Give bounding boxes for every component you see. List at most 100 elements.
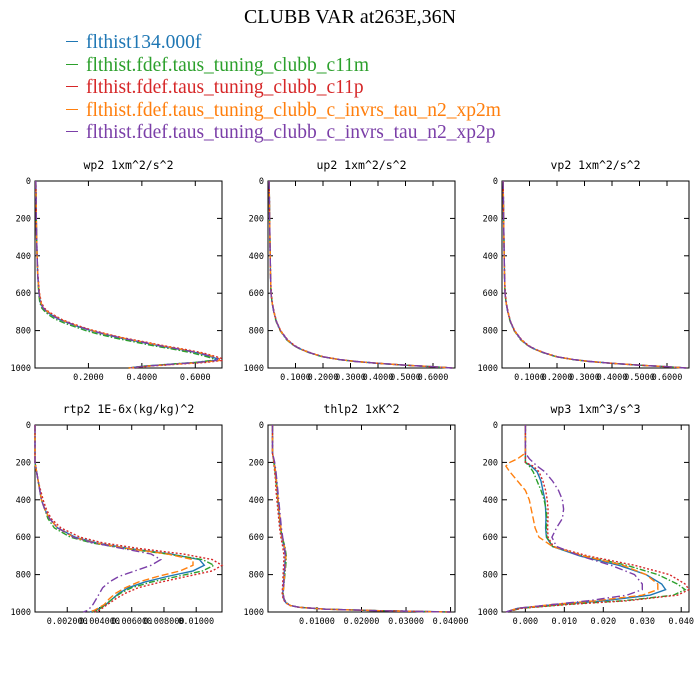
series-line — [271, 425, 451, 613]
y-tick-label: 800 — [249, 571, 264, 581]
y-tick-label: 0 — [493, 177, 498, 187]
panel-title: up2 1xm^2/s^2 — [316, 158, 406, 172]
y-tick-label: 200 — [483, 214, 498, 224]
x-tick-label: 0.004000 — [79, 617, 120, 627]
x-tick-label: 0.020 — [590, 617, 616, 627]
legend-item: flthist.fdef.taus_tuning_clubb_c11m — [66, 55, 501, 78]
chart-panel: up2 1xm^2/s^2 0 200 400 600 800 1000 0.10000.20… — [244, 158, 456, 383]
x-tick-label: 0.01000 — [299, 617, 335, 627]
y-tick-label: 1000 — [11, 364, 31, 374]
x-tick-label: 0.006000 — [111, 617, 152, 627]
legend-label: flthist.fdef.taus_tuning_clubb_c11m — [86, 54, 370, 76]
y-tick-label: 1000 — [11, 608, 31, 618]
x-tick-label: 0.008000 — [143, 617, 184, 627]
x-tick-label: 0.2000 — [73, 373, 104, 383]
y-tick-label: 400 — [16, 496, 31, 506]
x-tick-label: 0.040 — [668, 617, 694, 627]
y-tick-label: 200 — [16, 458, 31, 468]
legend-swatch — [66, 41, 78, 43]
x-tick-label: 0.030 — [629, 617, 655, 627]
y-tick-label: 800 — [249, 327, 264, 337]
plot-frame — [267, 180, 456, 369]
series-line — [502, 180, 687, 369]
series-line — [268, 180, 453, 369]
series-line — [502, 180, 687, 369]
plot-frame — [501, 180, 690, 369]
y-tick-label: 0 — [26, 177, 31, 187]
x-tick-label: 0.3000 — [335, 373, 366, 383]
series-line — [35, 180, 214, 369]
series-line — [268, 180, 453, 369]
x-tick-label: 0.000 — [513, 617, 539, 627]
x-tick-label: 0.4000 — [597, 373, 628, 383]
y-tick-label: 1000 — [478, 364, 498, 374]
figure-title: CLUBB VAR at263E,36N — [243, 6, 457, 28]
legend-swatch — [66, 131, 78, 133]
series-line — [271, 425, 451, 613]
series-line — [502, 180, 687, 369]
x-tick-label: 0.010 — [552, 617, 578, 627]
y-tick-label: 600 — [16, 533, 31, 543]
plot-frame — [501, 424, 690, 613]
y-tick-label: 600 — [483, 289, 498, 299]
legend: flthist134.000f flthist.fdef.taus_tuning… — [66, 32, 501, 145]
x-tick-label: 0.4000 — [126, 373, 157, 383]
series-line — [271, 425, 451, 613]
y-tick-label: 1000 — [244, 608, 264, 618]
x-tick-label: 0.02000 — [344, 617, 380, 627]
legend-item: flthist134.000f — [66, 32, 501, 55]
x-tick-label: 0.1000 — [280, 373, 311, 383]
chart-panel: wp3 1xm^3/s^3 0 200 400 600 800 1000 0.000 0.010… — [478, 402, 694, 627]
x-tick-label: 0.2000 — [308, 373, 339, 383]
y-tick-label: 200 — [249, 458, 264, 468]
legend-swatch — [66, 86, 78, 88]
x-tick-label: 0.5000 — [624, 373, 655, 383]
y-tick-label: 0 — [259, 177, 264, 187]
x-tick-label: 0.5000 — [390, 373, 421, 383]
y-tick-label: 600 — [249, 533, 264, 543]
y-tick-label: 400 — [483, 252, 498, 262]
y-tick-label: 600 — [483, 533, 498, 543]
chart-panel: wp2 1xm^2/s^2 0 200 400 600 800 1000 0.2000 0.40… — [11, 158, 223, 383]
y-tick-label: 0 — [26, 421, 31, 431]
x-tick-label: 0.002000 — [47, 617, 88, 627]
y-tick-label: 200 — [249, 214, 264, 224]
series-line — [504, 425, 659, 613]
series-line — [34, 425, 216, 613]
x-tick-label: 0.04000 — [433, 617, 469, 627]
legend-item: flthist.fdef.taus_tuning_clubb_c_invrs_t… — [66, 100, 501, 123]
series-line — [268, 180, 453, 369]
series-line — [268, 180, 453, 369]
y-tick-label: 800 — [483, 327, 498, 337]
legend-label: flthist.fdef.taus_tuning_clubb_c_invrs_t… — [86, 99, 501, 121]
y-tick-label: 0 — [493, 421, 498, 431]
series-line — [268, 180, 453, 369]
x-tick-label: 0.6000 — [418, 373, 449, 383]
panel-title: wp2 1xm^2/s^2 — [83, 158, 173, 172]
y-tick-label: 400 — [16, 252, 31, 262]
series-line — [502, 180, 687, 369]
series-line — [34, 425, 163, 613]
panel-title: wp3 1xm^3/s^3 — [550, 402, 640, 416]
x-tick-label: 0.4000 — [363, 373, 394, 383]
y-tick-label: 800 — [16, 327, 31, 337]
plot-frame — [267, 424, 456, 613]
series-line — [505, 425, 691, 613]
y-tick-label: 0 — [259, 421, 264, 431]
y-tick-label: 400 — [249, 496, 264, 506]
y-tick-label: 400 — [249, 252, 264, 262]
y-tick-label: 800 — [16, 571, 31, 581]
series-line — [35, 180, 220, 369]
legend-swatch — [66, 63, 78, 65]
series-line — [34, 425, 224, 613]
panel-title: vp2 1xm^2/s^2 — [550, 158, 640, 172]
series-line — [34, 425, 206, 613]
y-tick-label: 1000 — [244, 364, 264, 374]
x-tick-label: 0.1000 — [514, 373, 545, 383]
legend-label: flthist.fdef.taus_tuning_clubb_c_invrs_t… — [86, 122, 496, 143]
legend-swatch — [66, 108, 78, 110]
y-tick-label: 200 — [16, 214, 31, 224]
x-tick-label: 0.2000 — [542, 373, 573, 383]
series-line — [505, 425, 643, 613]
